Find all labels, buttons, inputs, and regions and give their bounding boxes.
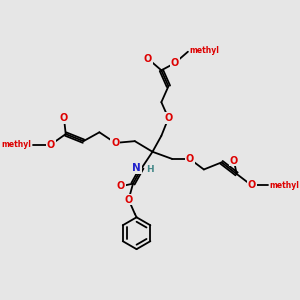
Text: O: O <box>248 180 256 190</box>
Text: methyl: methyl <box>190 46 220 55</box>
Text: O: O <box>186 154 194 164</box>
Text: O: O <box>111 138 119 148</box>
Text: O: O <box>170 58 179 68</box>
Text: O: O <box>124 195 133 205</box>
Text: O: O <box>46 140 55 150</box>
Text: O: O <box>116 181 125 191</box>
Text: O: O <box>60 113 68 123</box>
Text: O: O <box>230 156 238 166</box>
Text: methyl: methyl <box>1 140 31 149</box>
Text: O: O <box>144 54 152 64</box>
Text: H: H <box>146 165 154 174</box>
Text: methyl: methyl <box>269 181 299 190</box>
Text: N: N <box>132 163 141 173</box>
Text: O: O <box>164 113 172 123</box>
